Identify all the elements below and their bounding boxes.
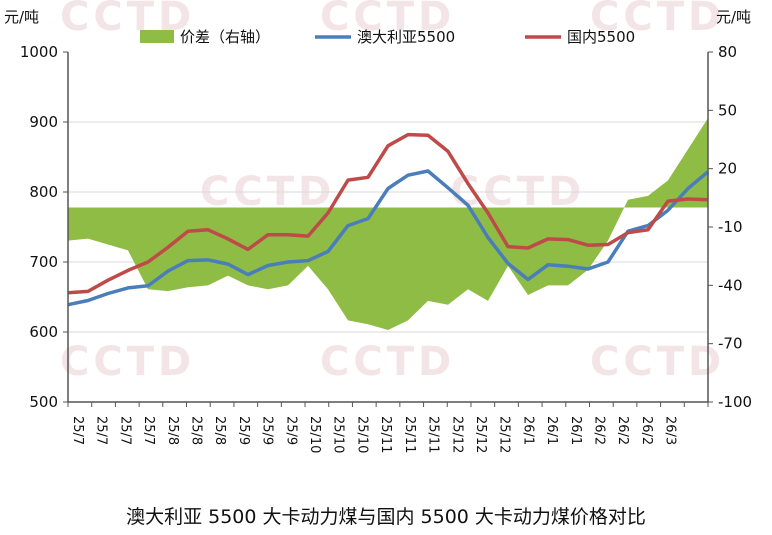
china-5500-line	[67, 132, 709, 295]
y-tick-label: 900	[29, 113, 58, 131]
watermark: CCTD	[590, 339, 725, 385]
y-tick-label: 600	[29, 323, 58, 341]
chart-title: 澳大利亚 5500 大卡动力煤与国内 5500 大卡动力煤价格对比	[126, 506, 646, 528]
watermark: CCTD	[60, 339, 195, 385]
x-tick-label: 25/7	[70, 416, 85, 445]
watermark: CCTD	[320, 0, 455, 40]
legend-label: 国内5500	[567, 28, 635, 46]
y2-tick-label: 50	[718, 101, 737, 119]
x-tick-label: 25/12	[449, 416, 464, 453]
right-axis-unit: 元/吨	[716, 8, 751, 26]
x-tick-label: 26/2	[615, 416, 630, 445]
x-tick-label: 25/9	[260, 416, 275, 445]
left-axis-unit: 元/吨	[4, 8, 39, 26]
y-tick-label: 700	[29, 253, 58, 271]
y2-tick-label: -100	[718, 393, 752, 411]
x-tick-label: 25/11	[378, 416, 393, 453]
x-tick-label: 26/2	[639, 416, 654, 445]
x-tick-label: 26/1	[568, 416, 583, 445]
y2-tick-label: -10	[718, 218, 743, 236]
x-tick-label: 25/7	[94, 416, 109, 445]
x-tick-label: 25/7	[117, 416, 132, 445]
spread-area	[68, 118, 708, 331]
y-tick-label: 800	[29, 183, 58, 201]
legend-label: 价差（右轴）	[180, 28, 270, 46]
legend-swatch-spread	[140, 30, 174, 43]
watermark: CCTD	[590, 0, 725, 40]
x-tick-label: 25/11	[426, 416, 441, 453]
y2-tick-label: 20	[718, 160, 737, 178]
watermark: CCTD	[60, 0, 195, 40]
watermark: CCTD	[320, 339, 455, 385]
x-tick-label: 25/8	[189, 416, 204, 445]
x-tick-label: 25/9	[236, 416, 251, 445]
x-tick-label: 25/10	[354, 416, 369, 453]
x-tick-label: 25/8	[165, 416, 180, 445]
legend-label: 澳大利亚5500	[357, 28, 455, 46]
x-tick-label: 26/1	[520, 416, 535, 445]
x-tick-label: 25/9	[283, 416, 298, 445]
y2-tick-label: -40	[718, 276, 743, 294]
australia-5500-line	[67, 169, 710, 307]
x-tick-label: 25/10	[307, 416, 322, 453]
y-tick-label: 1000	[20, 43, 58, 61]
x-tick-label: 25/8	[212, 416, 227, 445]
x-tick-label: 26/2	[591, 416, 606, 445]
x-tick-label: 26/1	[544, 416, 559, 445]
y2-tick-label: 80	[718, 43, 737, 61]
x-tick-label: 25/12	[473, 416, 488, 453]
x-tick-label: 25/11	[402, 416, 417, 453]
x-tick-label: 25/12	[497, 416, 512, 453]
y-tick-label: 500	[29, 393, 58, 411]
x-tick-label: 25/10	[331, 416, 346, 453]
x-tick-label: 26/3	[663, 416, 678, 445]
x-tick-label: 25/7	[141, 416, 156, 445]
y2-tick-label: -70	[718, 335, 743, 353]
